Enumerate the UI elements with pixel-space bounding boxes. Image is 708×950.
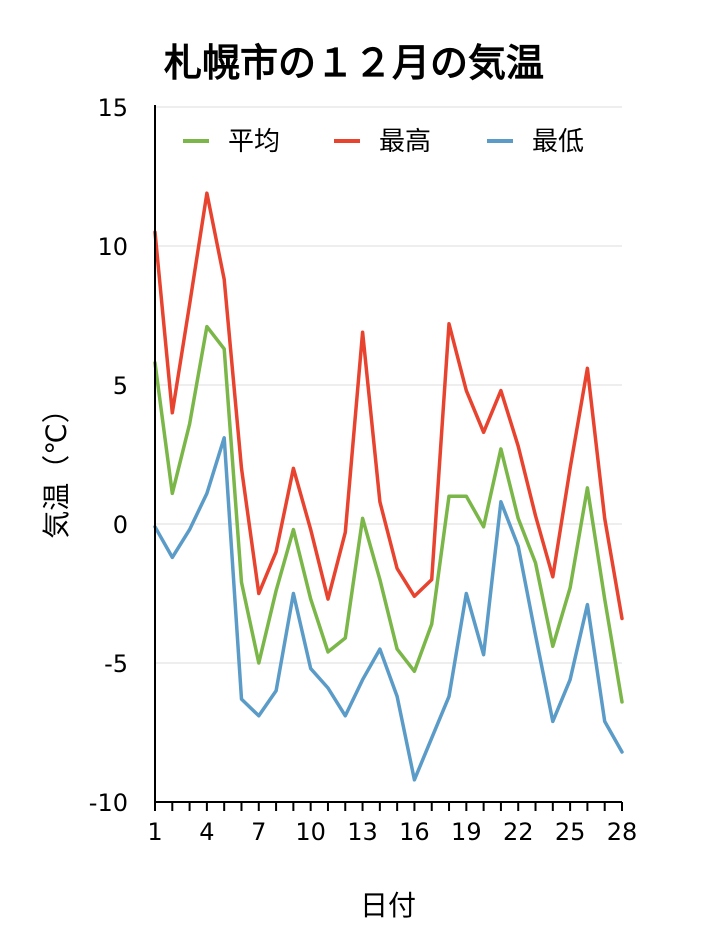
x-tick-label: 28 — [607, 818, 638, 846]
legend-label: 最低 — [532, 127, 584, 157]
y-tick-label: -5 — [104, 650, 128, 678]
x-axis-ticks: 1 4 7 10 13 16 19 22 25 28 — [147, 802, 637, 846]
x-tick-label: 13 — [347, 818, 378, 846]
y-tick-label: 15 — [97, 94, 128, 122]
x-axis-title: 日付 — [359, 889, 416, 922]
x-tick-label: 1 — [147, 818, 162, 846]
x-tick-label: 16 — [399, 818, 430, 846]
legend-label: 最高 — [379, 127, 431, 157]
series-lines — [153, 191, 624, 782]
y-tick-label: 5 — [113, 372, 128, 400]
y-tick-label: 10 — [97, 233, 128, 261]
y-tick-label: -10 — [89, 789, 128, 817]
y-axis-ticks: -10 -5 0 5 10 15 — [89, 94, 128, 817]
series-line-0 — [153, 324, 624, 704]
chart-title: 札幌市の１２月の気温 — [163, 41, 544, 85]
gridlines — [155, 106, 622, 664]
x-tick-label: 4 — [199, 818, 214, 846]
x-tick-label: 10 — [295, 818, 326, 846]
x-tick-label: 25 — [555, 818, 586, 846]
x-tick-label: 7 — [251, 818, 266, 846]
legend: 平均 最高 最低 — [183, 127, 584, 157]
x-tick-label: 22 — [503, 818, 534, 846]
x-tick-label: 19 — [451, 818, 482, 846]
y-tick-label: 0 — [113, 511, 128, 539]
legend-label: 平均 — [228, 127, 280, 157]
series-line-2 — [153, 436, 624, 782]
series-line-1 — [153, 191, 624, 621]
